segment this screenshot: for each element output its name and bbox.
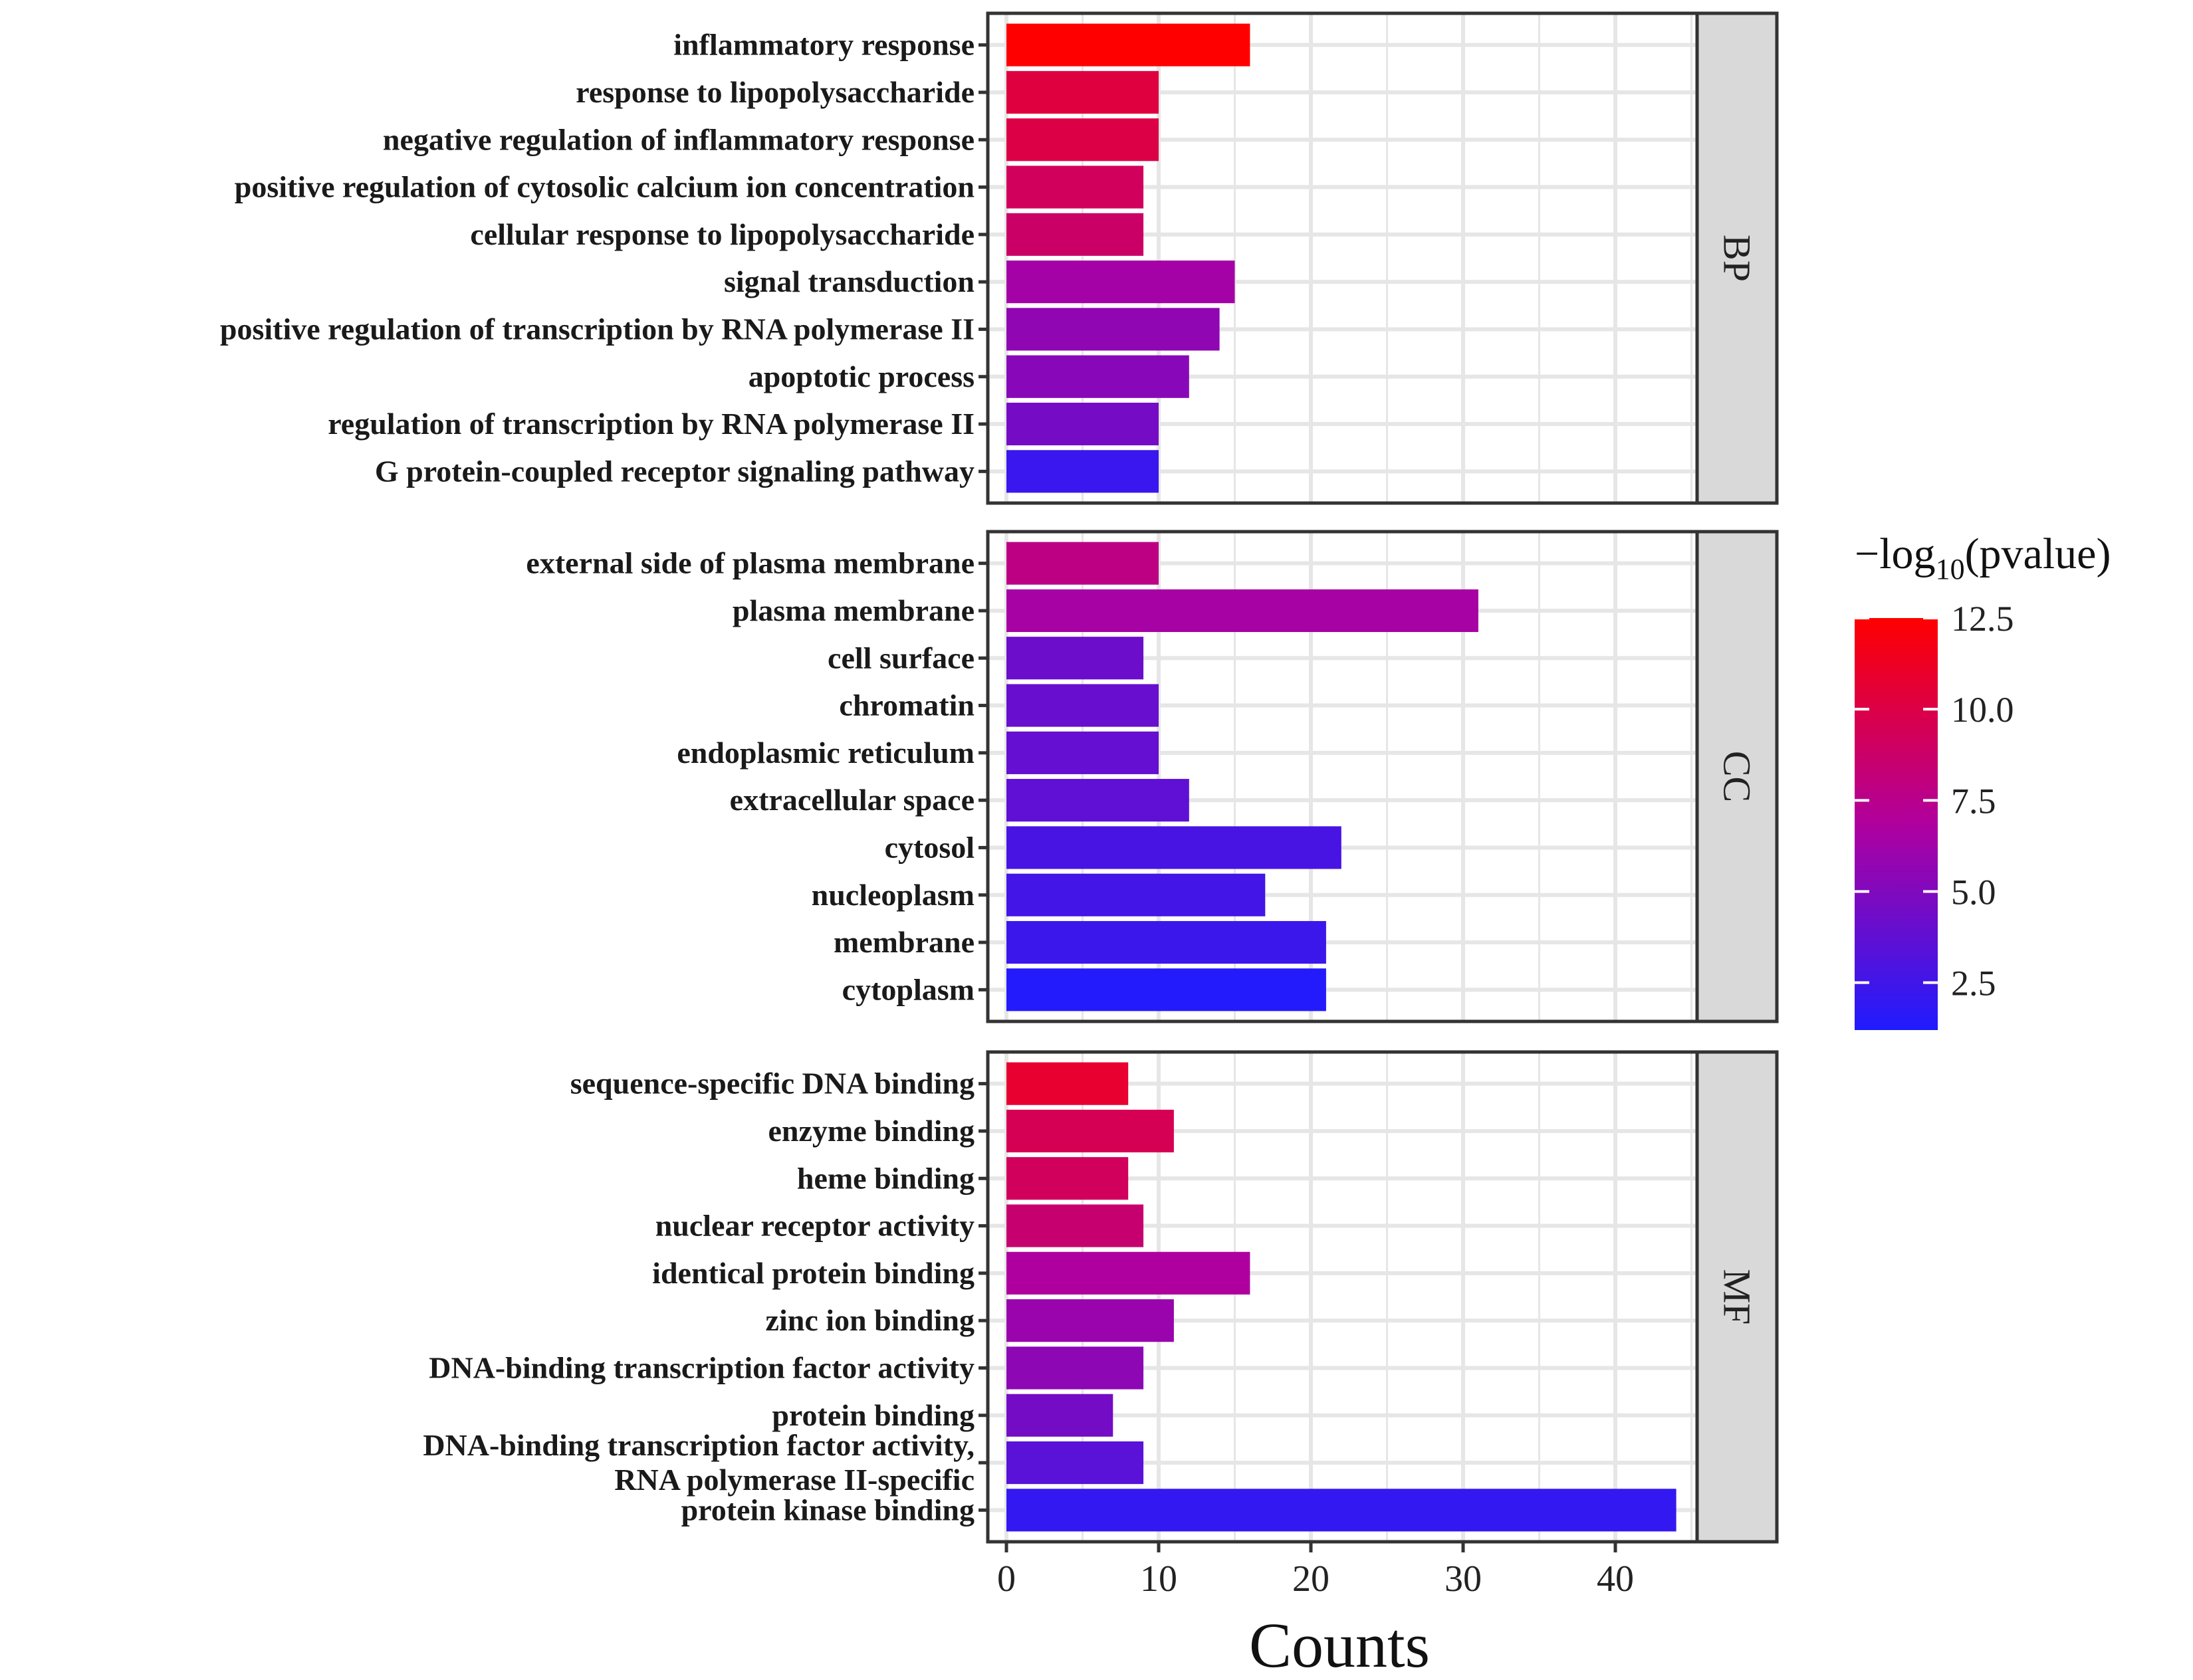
y-tick-label: inflammatory response (673, 28, 975, 62)
legend-ticks: 2.5 5.0 7.5 10.0 12.5 (1855, 599, 2014, 1003)
bar-mf-5 (1006, 1251, 1250, 1295)
y-tick-label: protein binding (772, 1398, 975, 1432)
y-tick-label: positive regulation of transcription by … (220, 312, 975, 346)
y-tick-label: DNA-binding transcription factor activit… (429, 1350, 975, 1384)
bar-bp-6 (1006, 261, 1235, 304)
y-tick-label: zinc ion binding (766, 1303, 975, 1337)
legend-title-suffix: (pvalue) (1965, 530, 2111, 578)
bar-bp-5 (1006, 213, 1144, 256)
bar-cc-1 (1006, 542, 1159, 585)
y-tick-label: G protein-coupled receptor signaling pat… (375, 454, 975, 488)
bar-mf-4 (1006, 1204, 1144, 1247)
bar-mf-1 (1006, 1062, 1129, 1105)
facet-strip (1695, 530, 1779, 1023)
bar-bp-10 (1006, 450, 1159, 493)
y-tick-label: external side of plasma membrane (526, 546, 975, 580)
y-tick-label: nuclear receptor activity (655, 1209, 975, 1243)
y-tick-label: response to lipopolysaccharide (576, 75, 975, 109)
x-tick-label: 0 (997, 1558, 1016, 1600)
color-legend: −log10(pvalue) 2.5 5.0 7.5 10.0 12.5 (1855, 530, 2111, 1030)
bar-cc-6 (1006, 779, 1189, 822)
y-tick-label: endoplasmic reticulum (677, 736, 975, 770)
y-tick-label: DNA-binding transcription factor activit… (423, 1428, 975, 1497)
y-tick-label: cytoplasm (842, 972, 975, 1006)
bar-bp-4 (1006, 165, 1144, 209)
bar-bp-9 (1006, 402, 1159, 446)
x-tick-label: 10 (1140, 1558, 1177, 1600)
facet-strip (1695, 11, 1779, 505)
bar-bp-3 (1006, 118, 1159, 161)
x-tick-label: 30 (1444, 1558, 1482, 1600)
x-tick-label: 40 (1597, 1558, 1634, 1600)
y-tick-label: regulation of transcription by RNA polym… (328, 407, 975, 441)
legend-tick-label: 12.5 (1951, 599, 2014, 639)
y-tick-label: apoptotic process (749, 360, 975, 393)
legend-tick-label: 5.0 (1951, 873, 1996, 912)
y-tick-label: plasma membrane (733, 593, 975, 627)
bar-cc-10 (1006, 968, 1326, 1011)
bar-mf-6 (1006, 1299, 1174, 1342)
y-tick-label: protein kinase binding (681, 1493, 975, 1526)
y-tick-label: enzyme binding (768, 1114, 975, 1148)
bar-mf-9 (1006, 1441, 1144, 1485)
y-tick-label: signal transduction (724, 264, 975, 298)
bar-cc-8 (1006, 873, 1266, 916)
y-tick-label: heme binding (797, 1161, 975, 1195)
bar-bp-7 (1006, 308, 1220, 351)
facet-strip (1695, 1050, 1779, 1544)
bar-mf-7 (1006, 1346, 1144, 1390)
facet-panel-bp: inflammatory response response to lipopol… (220, 11, 1779, 505)
legend-title: −log10(pvalue) (1855, 530, 2111, 585)
facet-strip-label: MF (1716, 1269, 1759, 1325)
bar-cc-7 (1006, 826, 1341, 869)
bar-mf-2 (1006, 1109, 1174, 1153)
facet-strip-label: CC (1716, 751, 1759, 802)
bar-mf-10 (1006, 1489, 1676, 1532)
legend-tick-label: 10.0 (1951, 690, 2014, 730)
facet-panel-cc: external side of plasma membrane plasma m… (526, 530, 1779, 1023)
bar-cc-2 (1006, 589, 1478, 633)
legend-tick-label: 7.5 (1951, 781, 1996, 821)
y-tick-label: positive regulation of cytosolic calcium… (235, 170, 975, 204)
bar-cc-4 (1006, 684, 1159, 727)
bar-bp-2 (1006, 70, 1159, 114)
y-tick-label: identical protein binding (652, 1256, 975, 1290)
bar-cc-5 (1006, 731, 1159, 774)
y-tick-label: negative regulation of inflammatory resp… (383, 122, 975, 156)
bar-bp-1 (1006, 23, 1250, 66)
legend-title-subscript: 10 (1936, 553, 1965, 585)
facet-panel-mf: sequence-specific DNA binding enzyme bind… (423, 1050, 1779, 1544)
bar-cc-3 (1006, 637, 1144, 680)
y-tick-label: nucleoplasm (812, 878, 975, 912)
legend-tick-label: 2.5 (1951, 964, 1996, 1003)
y-tick-label: sequence-specific DNA binding (570, 1067, 975, 1101)
x-axis: 0 10 20 30 40 (997, 1542, 1634, 1600)
y-tick-label: extracellular space (730, 783, 975, 817)
legend-colorbar (1855, 618, 1938, 1030)
x-axis-title: Counts (1249, 1610, 1430, 1680)
y-tick-label: chromatin (839, 688, 975, 722)
y-tick-label: cellular response to lipopolysaccharide (470, 217, 975, 251)
facet-panels: inflammatory response response to lipopol… (220, 11, 1779, 1544)
y-tick-label: membrane (834, 925, 975, 959)
bar-cc-9 (1006, 920, 1326, 964)
facet-strip-label: BP (1716, 235, 1759, 282)
bar-mf-8 (1006, 1394, 1113, 1437)
y-tick-label: cytosol (885, 830, 975, 864)
bar-bp-8 (1006, 355, 1189, 398)
x-tick-label: 20 (1292, 1558, 1329, 1600)
y-tick-label: cell surface (828, 641, 975, 675)
legend-title-prefix: −log (1855, 530, 1936, 578)
bar-mf-3 (1006, 1157, 1129, 1200)
